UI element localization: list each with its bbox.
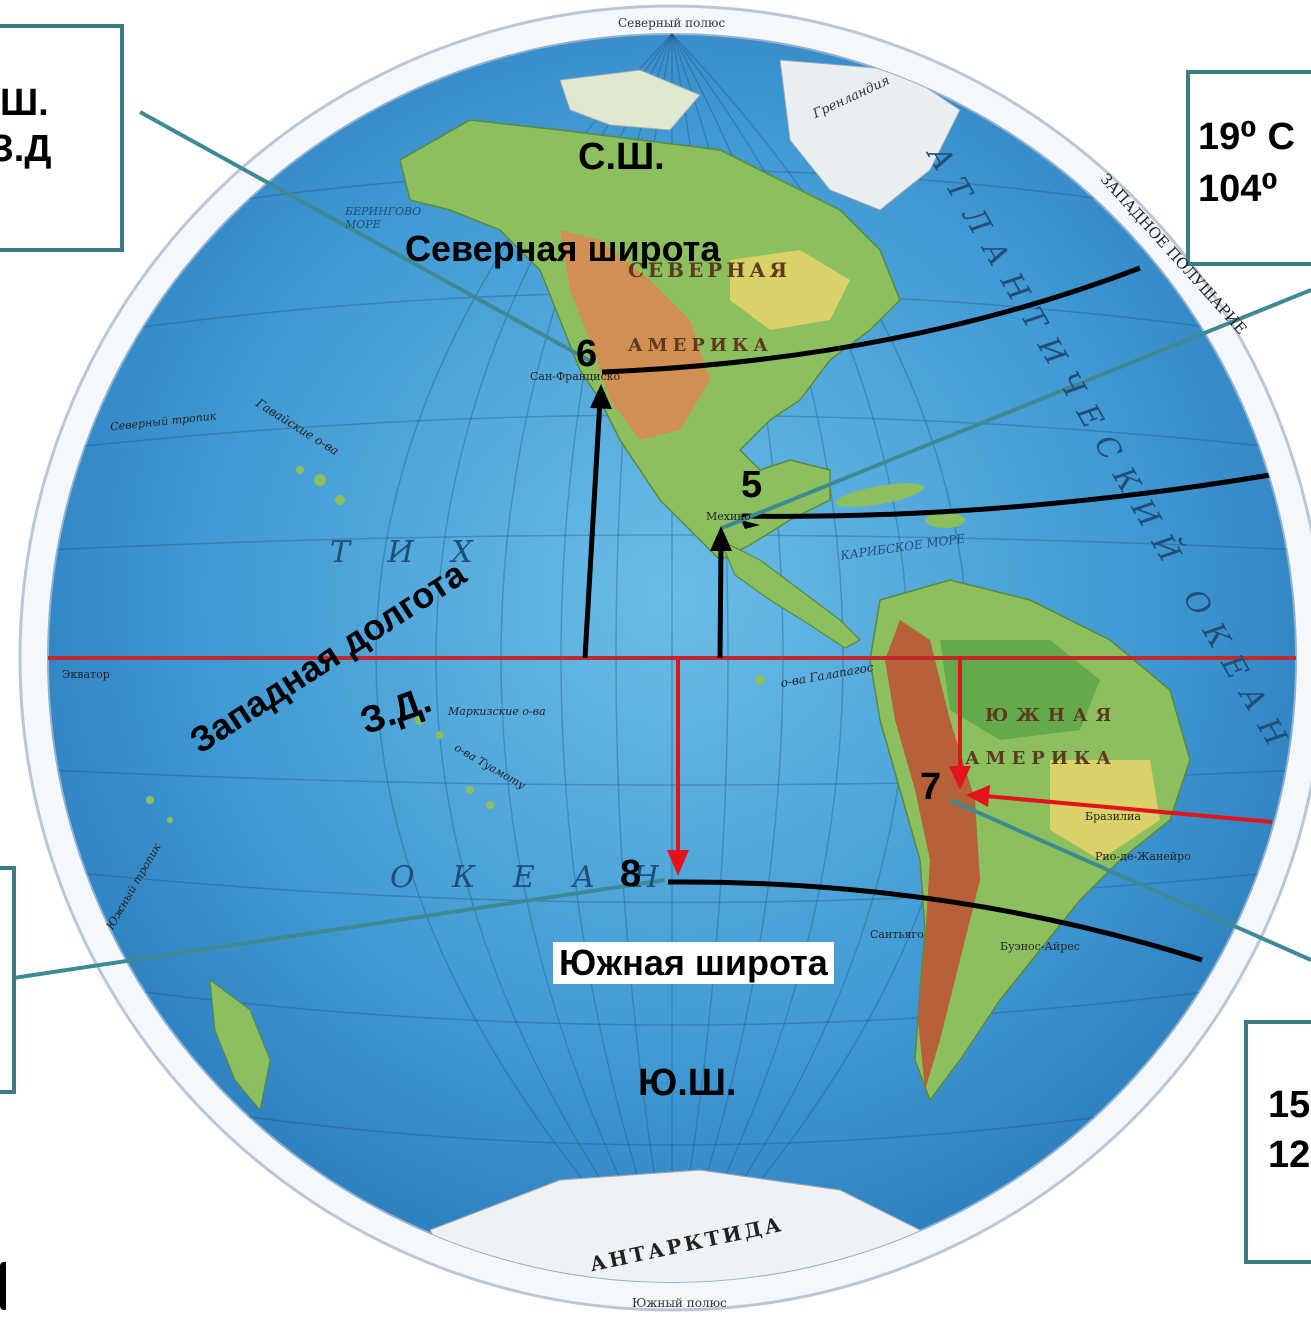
cuba [835, 483, 925, 507]
red-arrow-to-7 [949, 658, 971, 790]
san-francisco-label: Сан-Франциско [530, 370, 621, 383]
hispaniola [925, 512, 965, 528]
latitude-line-6 [601, 265, 1141, 375]
pacific-label-2: О К Е А Н [390, 860, 673, 895]
pacific-label-1: Т И Х [330, 535, 487, 570]
edge-fragment [0, 1262, 16, 1310]
box-bottom-right-line1: 15 [1268, 1084, 1311, 1126]
point-6: 6 [576, 333, 598, 375]
south-pole-label: Южный полюс [632, 1296, 727, 1310]
equator-label: Экватор [62, 668, 110, 681]
north-latitude-label: Северная широта [405, 228, 721, 269]
arrow-from-right-5 [741, 520, 760, 529]
red-arrow-to-8 [667, 658, 689, 876]
box-top-right-line2: 104⁰ [1198, 168, 1279, 210]
amazon-basin [940, 640, 1100, 740]
leader-lines [0, 110, 1311, 982]
central-america [718, 538, 861, 649]
sa-name-2: АМЕРИКА [965, 748, 1117, 769]
mexico-label: Мехико [706, 510, 751, 523]
box-bottom-right-line2: 12 [1268, 1134, 1311, 1176]
south-latitude-label: Южная широта [553, 942, 834, 984]
point-5: 5 [741, 464, 763, 506]
brasilia-label: Бразилиа [1085, 810, 1141, 823]
south-short-label: Ю.Ш. [638, 1062, 737, 1104]
santiago-label: Сантьяго [870, 928, 924, 941]
rocky-mountains [560, 230, 710, 440]
na-highland [730, 250, 850, 330]
arctic-islands [559, 69, 701, 131]
arrow-to-5 [710, 526, 732, 659]
na-name-top: СЕВЕРНАЯ [628, 258, 792, 282]
marquesas-label: Маркизские о-ва [448, 705, 546, 718]
andes [885, 620, 980, 1090]
box-top-left-line1: Ш. [0, 82, 49, 124]
box-top-left-line2: З.Д [0, 128, 52, 170]
box-top-right-line1: 19⁰ С [1198, 116, 1295, 158]
brazil-highlands [1050, 760, 1160, 860]
latitude-line-5 [741, 472, 1271, 519]
box-bottom-left [0, 866, 16, 1094]
point-7: 7 [920, 766, 942, 808]
antarctica [429, 1169, 941, 1282]
red-latitude-arrow-7 [966, 785, 1273, 824]
box-bottom-right: 15 12 [1244, 1020, 1311, 1264]
point-8: 8 [620, 853, 642, 895]
box-top-right: 19⁰ С 104⁰ [1186, 70, 1311, 266]
latitude-line-8 [667, 879, 1203, 963]
pacific-islands [146, 466, 765, 823]
arrow-to-6 [582, 384, 612, 659]
rio-label: Рио-де-Жанейро [1095, 850, 1191, 863]
bering-label: БЕРИНГОВО МОРЕ [345, 205, 422, 231]
buenos-aires-label: Буэнос-Айрес [1000, 940, 1080, 953]
north-pole-label: Северный полюс [618, 16, 726, 30]
sa-name-1: ЮЖНАЯ [985, 705, 1120, 726]
na-name: АМЕРИКА [628, 335, 773, 356]
box-top-left: Ш. З.Д [0, 24, 124, 252]
new-zealand [209, 978, 271, 1112]
north-short-label: С.Ш. [578, 136, 665, 178]
